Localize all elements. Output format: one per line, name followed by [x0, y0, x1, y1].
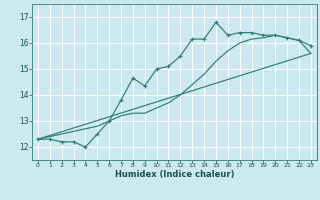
X-axis label: Humidex (Indice chaleur): Humidex (Indice chaleur) — [115, 170, 234, 179]
